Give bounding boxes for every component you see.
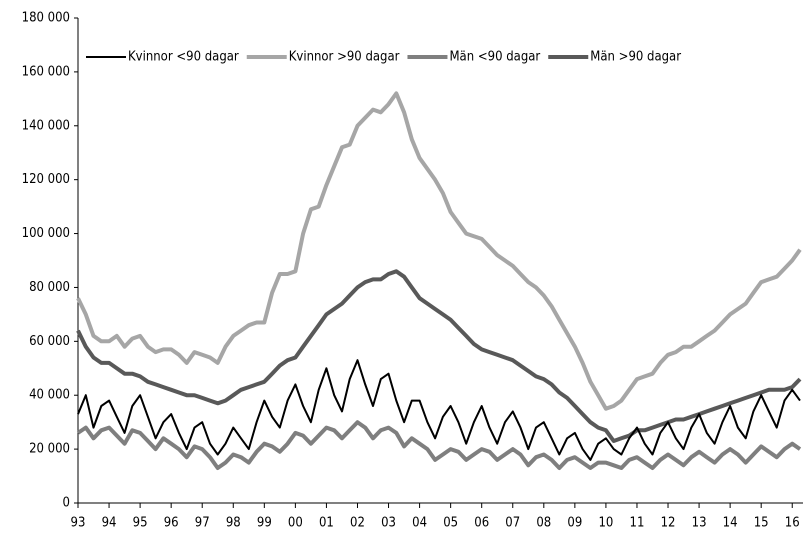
y-tick-label: 120 000: [22, 172, 70, 187]
x-tick-label: 12: [661, 516, 676, 531]
x-tick-label: 01: [319, 516, 334, 531]
x-tick-label: 14: [723, 516, 738, 531]
legend-label: Män >90 dagar: [590, 50, 681, 65]
y-tick-label: 180 000: [22, 11, 70, 26]
series-line: [76, 269, 802, 443]
x-tick-label: 95: [133, 516, 148, 531]
legend-label: Män <90 dagar: [449, 50, 540, 65]
x-tick-label: 10: [598, 516, 613, 531]
legend-label: Kvinnor <90 dagar: [128, 50, 239, 65]
y-tick-label: 0: [63, 496, 70, 511]
y-tick-label: 160 000: [22, 64, 70, 79]
x-tick-label: 08: [536, 516, 551, 531]
x-tick-label: 98: [226, 516, 241, 531]
y-tick-label: 100 000: [22, 226, 70, 241]
series-line: [76, 91, 802, 411]
y-tick-label: 60 000: [29, 334, 70, 349]
x-tick-label: 96: [164, 516, 179, 531]
x-tick-label: 97: [195, 516, 210, 531]
x-tick-label: 06: [474, 516, 489, 531]
x-tick-label: 16: [785, 516, 800, 531]
x-tick-label: 03: [381, 516, 396, 531]
legend-label: Kvinnor >90 dagar: [289, 50, 400, 65]
x-tick-label: 05: [443, 516, 458, 531]
y-tick-label: 80 000: [29, 280, 70, 295]
y-tick-label: 40 000: [29, 388, 70, 403]
x-tick-label: 93: [71, 516, 86, 531]
y-tick-label: 20 000: [29, 442, 70, 457]
x-tick-label: 02: [350, 516, 365, 531]
series-line: [77, 359, 801, 461]
x-tick-label: 13: [692, 516, 707, 531]
series-line: [76, 420, 802, 470]
x-tick-label: 07: [505, 516, 520, 531]
x-tick-label: 99: [257, 516, 272, 531]
x-tick-label: 15: [754, 516, 769, 531]
x-tick-label: 00: [288, 516, 303, 531]
x-tick-label: 94: [102, 516, 117, 531]
x-tick-label: 09: [567, 516, 582, 531]
y-tick-label: 140 000: [22, 118, 70, 133]
x-tick-label: 11: [630, 516, 645, 531]
x-tick-label: 04: [412, 516, 427, 531]
